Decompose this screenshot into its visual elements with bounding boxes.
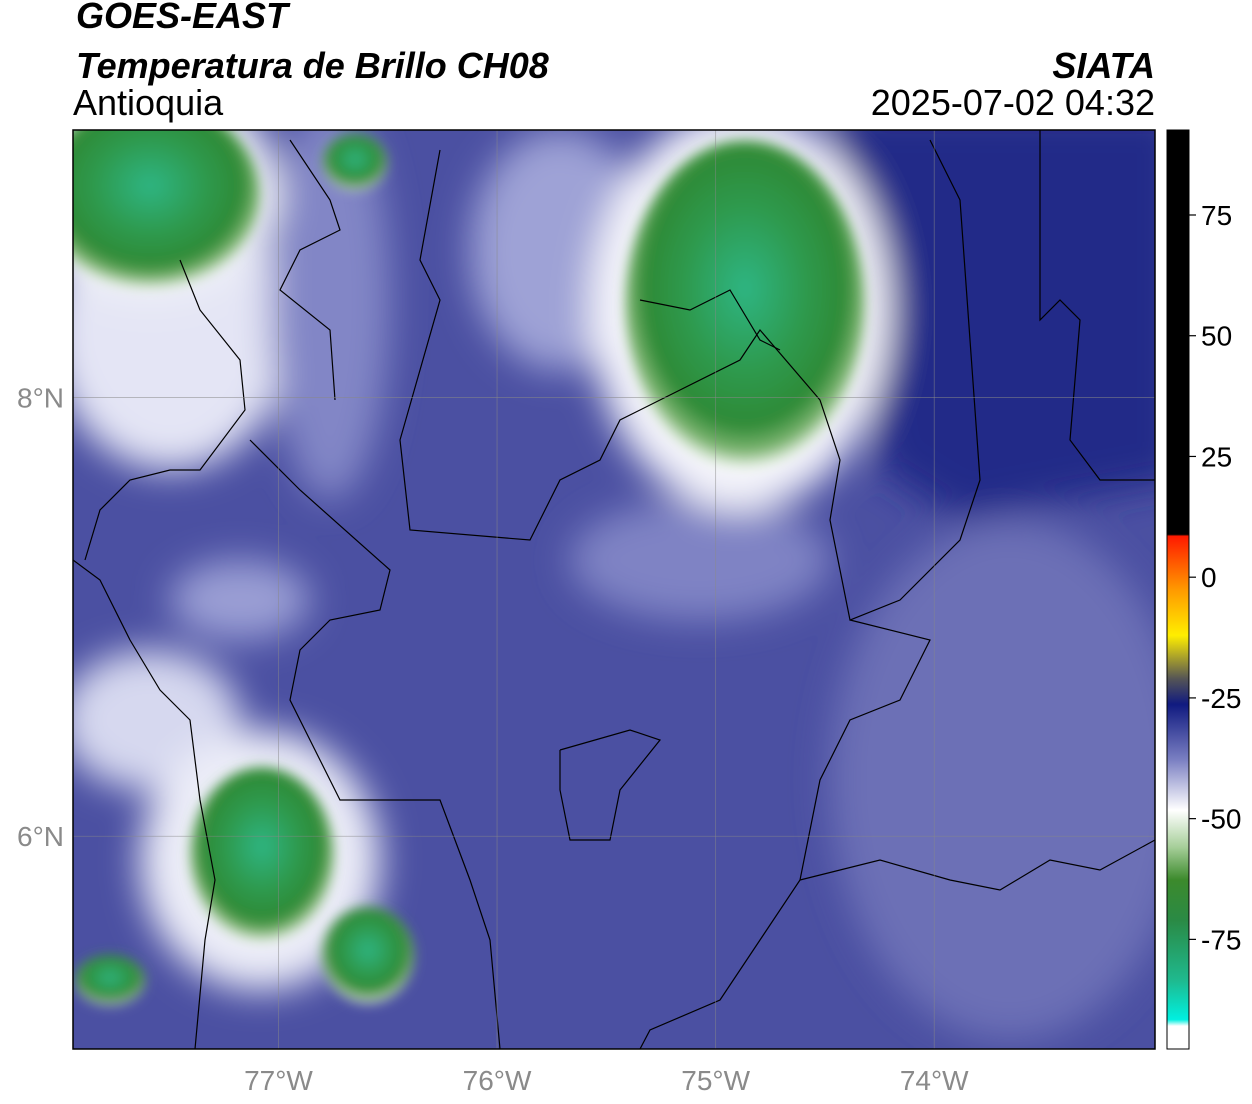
colorbar-tick-label: -75 [1201,924,1241,955]
colorbar [1166,129,1190,1050]
borders [73,130,1155,1049]
source: SIATA [1052,45,1155,86]
map-image [73,130,1155,1049]
x-tick-label: 77°W [244,1065,313,1096]
x-tick-label: 76°W [463,1065,532,1096]
y-tick-label: 8°N [17,383,64,414]
region: Antioquia [73,82,224,123]
colorbar-tick-label: -25 [1201,683,1241,714]
datetime: 2025-07-02 04:32 [871,82,1155,123]
colorbar-tick-label: 75 [1201,200,1232,231]
colorbar-tick-label: 25 [1201,441,1232,472]
colorbar-tick-label: 0 [1201,562,1217,593]
y-tick-label: 6°N [17,821,64,852]
colorbar-tick-label: 50 [1201,321,1232,352]
colorbar-tick-label: -50 [1201,804,1241,835]
subtitle: Temperatura de Brillo CH08 [76,45,549,86]
title: GOES-EAST [76,0,291,36]
map-frame [72,129,1156,1050]
x-tick-label: 75°W [681,1065,750,1096]
x-tick-label: 74°W [900,1065,969,1096]
